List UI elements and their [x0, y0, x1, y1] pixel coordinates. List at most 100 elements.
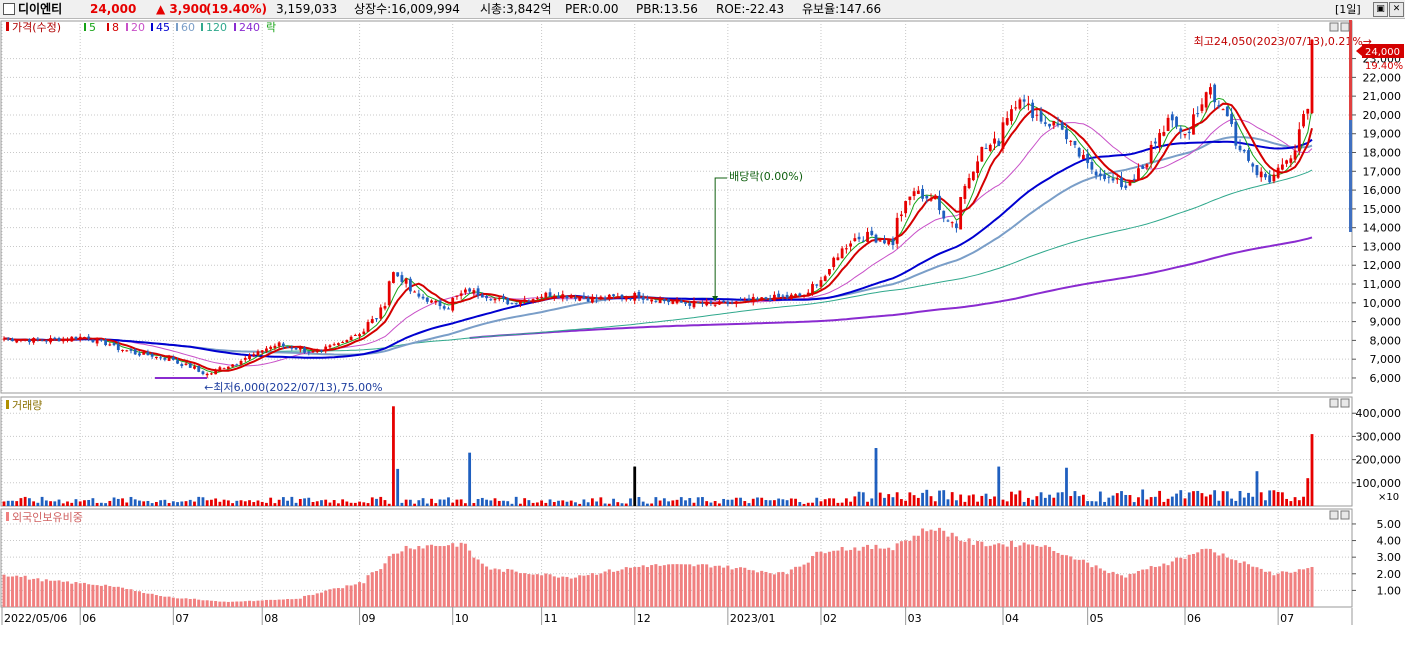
- foreign-ratio-bar: [99, 585, 103, 607]
- volume-bar: [1149, 497, 1153, 506]
- stock-name[interactable]: 디이엔티: [18, 2, 63, 16]
- volume-bar: [523, 498, 527, 506]
- price-legend-icon: [6, 22, 9, 31]
- foreign-ratio-bar: [506, 568, 510, 607]
- volume-bar: [328, 502, 332, 506]
- restore-window-icon[interactable]: ▣: [1373, 2, 1388, 17]
- volume-bar: [971, 494, 975, 506]
- candle-body: [1026, 103, 1030, 105]
- candle-body: [324, 346, 328, 352]
- candle-body: [993, 138, 996, 144]
- foreign-ratio-bar: [582, 575, 586, 607]
- volume-bar: [806, 502, 810, 506]
- foreign-ratio-bar: [315, 593, 319, 607]
- volume-bar: [243, 501, 247, 506]
- foreign-ratio-bar: [57, 580, 61, 607]
- candle-body: [1010, 109, 1013, 122]
- foreign-ratio-bar: [523, 573, 527, 607]
- foreign-ratio-bar: [785, 574, 789, 607]
- volume-bar: [468, 452, 472, 506]
- volume-bar: [74, 499, 78, 506]
- select-checkbox[interactable]: [3, 3, 15, 15]
- panel-minimize-icon[interactable]: [1329, 510, 1339, 520]
- foreign-ratio-bar: [1225, 557, 1229, 607]
- foreign-ratio-bar: [197, 599, 201, 607]
- candle-body: [874, 234, 878, 243]
- candle-body: [125, 350, 129, 352]
- volume-bar: [307, 497, 311, 506]
- foreign-ratio-bar: [32, 578, 36, 607]
- volume-bar: [883, 497, 886, 506]
- volume-bar: [832, 498, 836, 506]
- volume-bar: [1145, 499, 1149, 506]
- candle-body: [256, 351, 260, 356]
- foreign-ratio-bar: [578, 575, 582, 607]
- price-y-tick-label: 11,000: [1363, 278, 1402, 291]
- panel-minimize-icon[interactable]: [1329, 398, 1339, 408]
- candle-body: [789, 294, 793, 299]
- panel-minimize-icon[interactable]: [1329, 22, 1339, 32]
- volume-bar: [36, 502, 40, 506]
- foreign-ratio-bar: [459, 542, 463, 607]
- foreign-ratio-bar: [891, 550, 895, 607]
- candle-body: [489, 299, 493, 301]
- foreign-ratio-bar: [557, 577, 561, 607]
- candle-body: [447, 308, 450, 310]
- foreign-ratio-bar: [91, 584, 95, 607]
- candle-body: [747, 298, 751, 301]
- candle-body: [1192, 114, 1195, 135]
- volume-bar: [726, 499, 730, 506]
- volume-bar: [527, 500, 531, 506]
- foreign-ratio-bar: [1204, 548, 1208, 607]
- volume-bar: [27, 498, 31, 506]
- foreign-ratio-bar: [1136, 571, 1140, 607]
- volume-bar: [277, 499, 281, 506]
- foreign-ratio-bar: [1026, 544, 1030, 607]
- candle-body: [1115, 178, 1119, 180]
- panel-maximize-icon[interactable]: [1340, 510, 1350, 520]
- volume-bar: [324, 499, 328, 506]
- candle-body: [269, 346, 273, 349]
- volume-bar: [988, 499, 992, 506]
- candle-body: [1209, 87, 1212, 95]
- foreign-ratio-bar: [819, 551, 823, 607]
- volume-bar: [337, 503, 340, 506]
- volume-bar: [756, 497, 759, 506]
- foreign-ratio-bar: [27, 579, 31, 607]
- candle-body: [19, 339, 23, 341]
- foreign-ratio-bar: [2, 574, 6, 607]
- candle-body: [866, 231, 869, 242]
- panel-maximize-icon[interactable]: [1340, 398, 1350, 408]
- foreign-ratio-bar: [1018, 545, 1022, 607]
- foreign-ratio-bar: [925, 531, 929, 607]
- market-cap: 시총:3,842억: [480, 2, 552, 16]
- foreign-ratio-bar: [281, 599, 285, 607]
- candle-body: [815, 284, 819, 286]
- foreign-ratio-bar: [413, 549, 417, 607]
- candle-body: [341, 341, 345, 343]
- candle-body: [218, 367, 222, 372]
- period-selector[interactable]: [1일]: [1335, 3, 1361, 16]
- high-annotation: 최고24,050(2023/07/13),0.21%→: [1194, 35, 1372, 48]
- volume-bar: [184, 501, 188, 506]
- foreign-ratio-bar: [1196, 552, 1200, 607]
- candle-body: [383, 306, 387, 309]
- foreign-ratio-bar: [353, 584, 357, 607]
- foreign-ratio-bar: [446, 545, 450, 607]
- volume-bar: [692, 502, 696, 506]
- foreign-ratio-bar: [1187, 554, 1191, 607]
- foreign-ratio-bar: [53, 580, 57, 607]
- volume-bar: [1230, 498, 1233, 506]
- close-window-icon[interactable]: ✕: [1389, 2, 1404, 17]
- candle-body: [849, 243, 853, 247]
- foreign-ratio-bar: [904, 540, 908, 607]
- panel-maximize-icon[interactable]: [1340, 22, 1350, 32]
- price-y-tick-label: 17,000: [1363, 165, 1402, 178]
- foreign-ratio-bar: [307, 595, 311, 607]
- candle-body: [946, 220, 950, 222]
- foreign-ratio-bar: [705, 564, 709, 607]
- volume-bar: [544, 502, 548, 506]
- candle-body: [184, 363, 188, 365]
- price-change: ▲ 3,900: [156, 2, 208, 16]
- volume-bar: [1018, 490, 1022, 506]
